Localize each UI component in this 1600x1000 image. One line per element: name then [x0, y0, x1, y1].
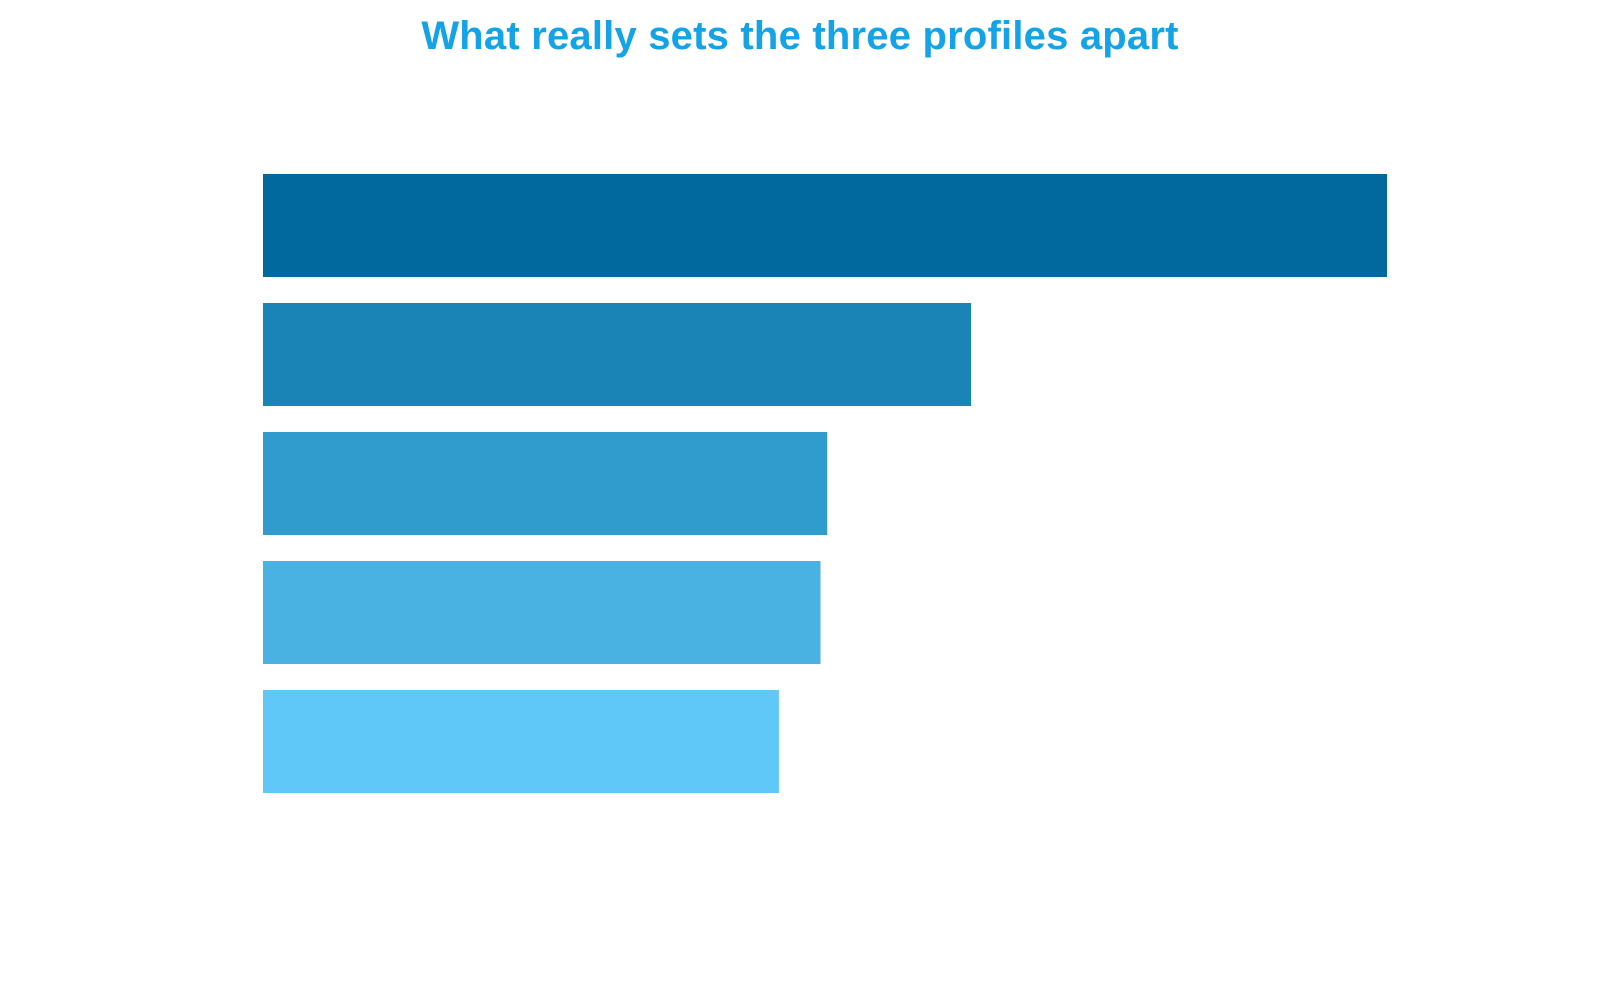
bar-3 [263, 432, 828, 535]
chart-title: What really sets the three profiles apar… [421, 14, 1179, 58]
bar-5 [263, 690, 779, 793]
bars-group [263, 174, 1387, 793]
bar-2 [263, 303, 972, 406]
bar-1 [263, 174, 1387, 277]
bar-4 [263, 561, 821, 664]
